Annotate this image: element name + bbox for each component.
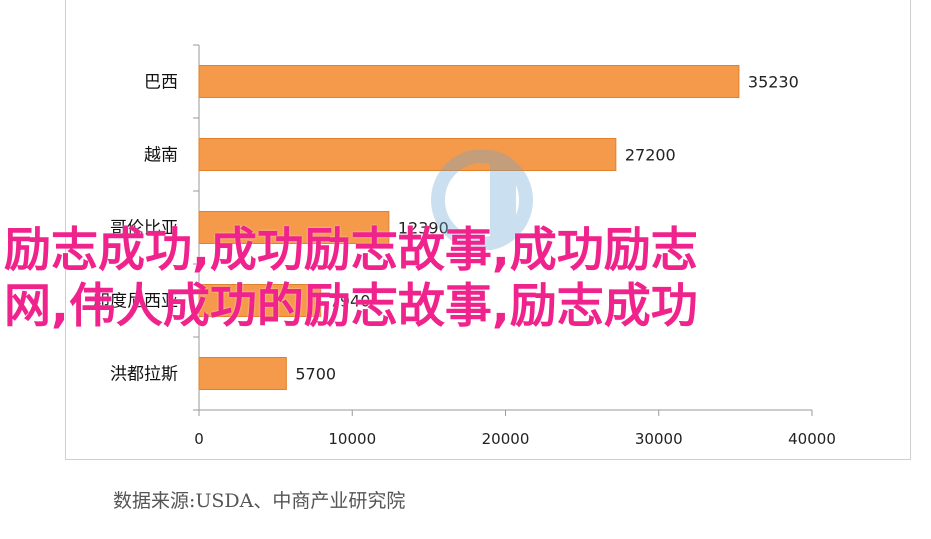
value-label: 35230: [748, 73, 799, 92]
chart-axes: [193, 44, 813, 416]
bar: [198, 211, 390, 244]
watermark-logo-icon: [430, 149, 540, 254]
x-tick-label: 40000: [788, 430, 836, 448]
category-label: 越南: [144, 146, 178, 166]
value-labels: 35230 27200 12390 7940 5700: [295, 73, 798, 384]
category-label: 印度尼西亚: [93, 292, 178, 312]
bar: [198, 65, 740, 98]
bar: [198, 357, 287, 390]
bar: [198, 138, 617, 171]
value-label: 12390: [398, 219, 449, 238]
x-tick-labels: 0 10000 20000 30000 40000: [194, 430, 836, 448]
x-tick-label: 10000: [328, 430, 376, 448]
source-note: 数据来源:USDA、中商产业研究院: [113, 490, 406, 512]
overlay-line-1: 励志成功,成功励志故事,成功励志: [4, 223, 698, 278]
overlay-watermark-text: 励志成功,成功励志故事,成功励志 网,伟人成功的励志故事,励志成功: [4, 223, 927, 335]
chart-frame: [65, 0, 911, 460]
value-label: 27200: [625, 146, 676, 165]
value-label: 7940: [330, 292, 371, 311]
category-label: 哥伦比亚: [110, 219, 178, 239]
x-tick-label: 20000: [482, 430, 530, 448]
category-label: 巴西: [144, 73, 178, 93]
overlay-line-2: 网,伟人成功的励志故事,励志成功: [4, 279, 698, 334]
bars-group: [198, 65, 740, 390]
value-label: 5700: [295, 365, 336, 384]
x-tick-label: 30000: [635, 430, 683, 448]
category-label: 洪都拉斯: [110, 365, 178, 385]
bar: [198, 284, 322, 317]
x-tick-label: 0: [194, 430, 204, 448]
